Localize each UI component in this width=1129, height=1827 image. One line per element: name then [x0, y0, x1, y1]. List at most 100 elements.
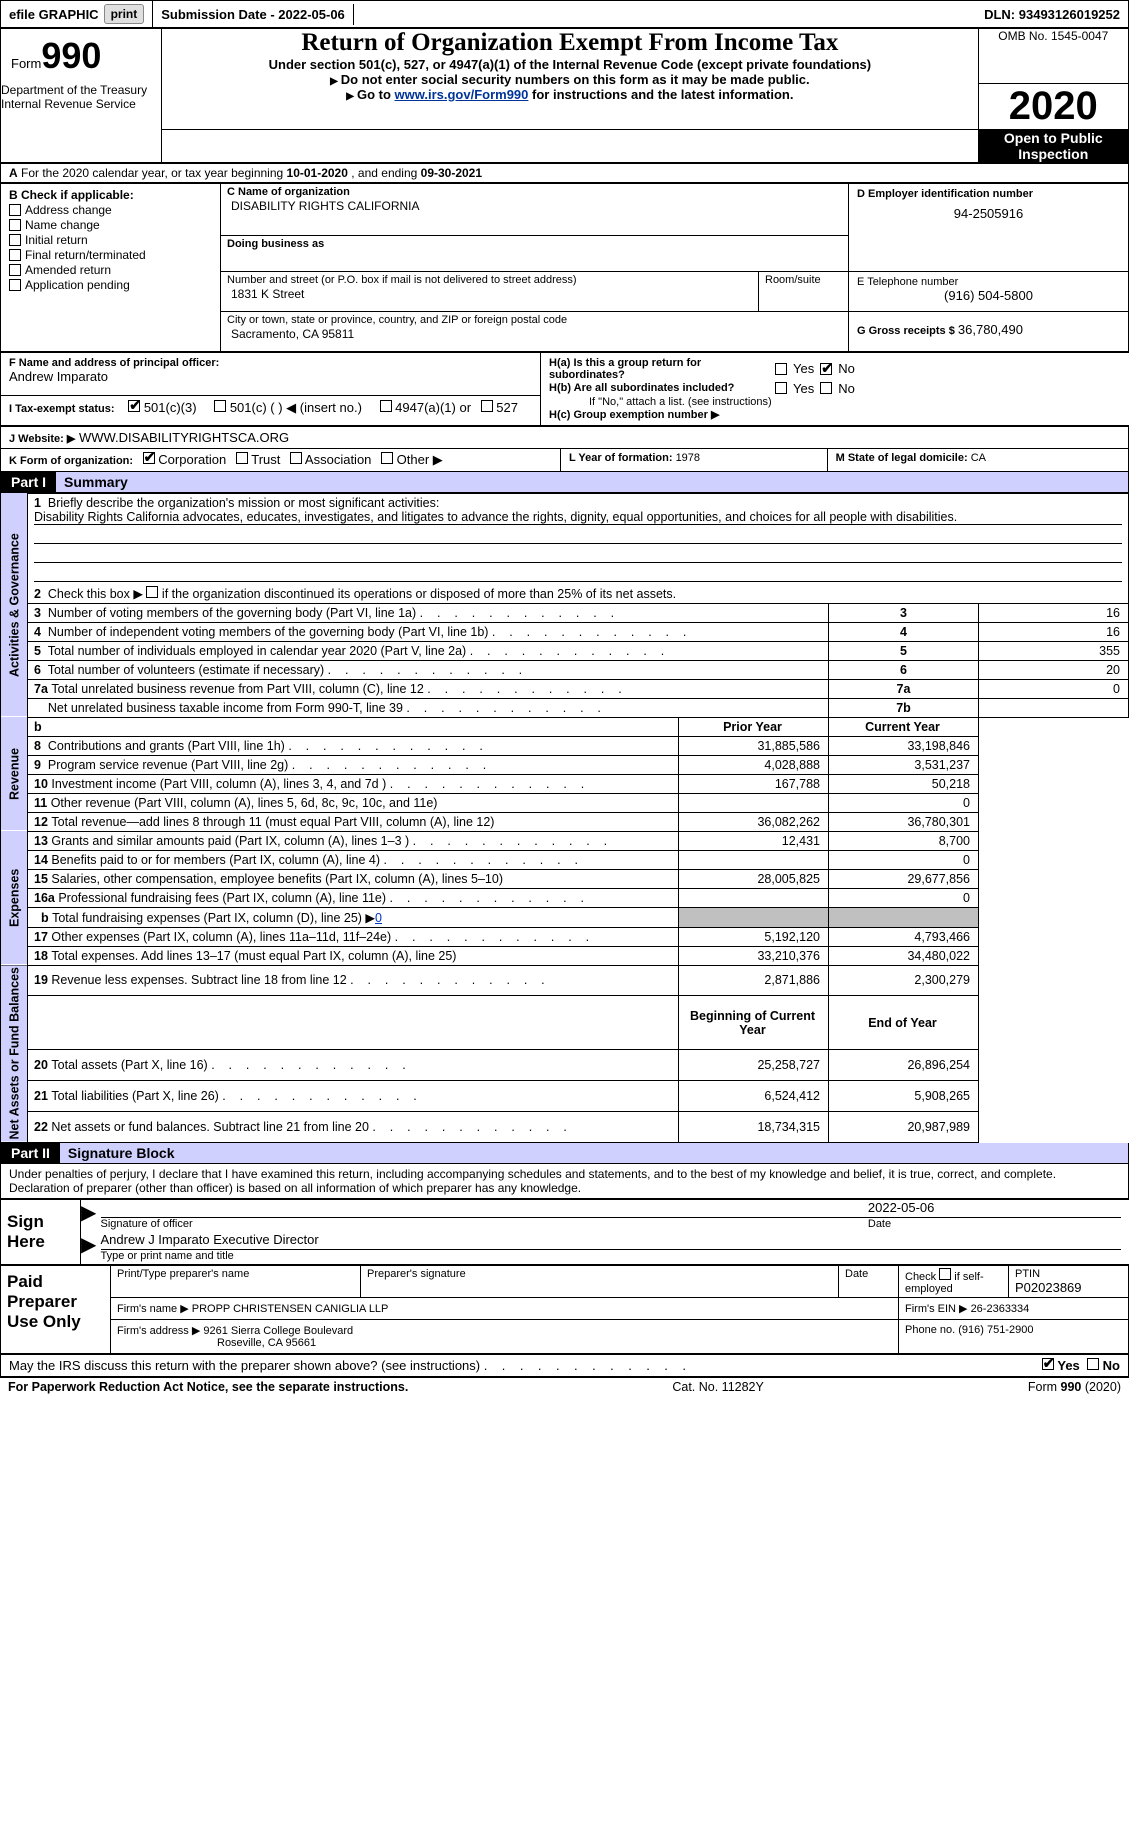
hb-yes-checkbox[interactable] — [775, 382, 787, 394]
current-year-header: Current Year — [829, 717, 979, 736]
name-caret-icon: ▶ — [81, 1234, 96, 1256]
paid-preparer-block: Paid Preparer Use Only Print/Type prepar… — [0, 1265, 1129, 1354]
dln: DLN: 93493126019252 — [976, 4, 1128, 25]
hb-label: H(b) Are all subordinates included? — [549, 382, 769, 394]
501c-checkbox[interactable] — [214, 400, 226, 412]
dba-value — [227, 250, 842, 252]
527-checkbox[interactable] — [481, 400, 493, 412]
part1-title: Summary — [56, 472, 1128, 492]
officer-signature-line[interactable] — [101, 1200, 860, 1218]
line6-value: 20 — [979, 660, 1129, 679]
form-header: Form990 Return of Organization Exempt Fr… — [0, 28, 1129, 163]
line4-value: 16 — [979, 622, 1129, 641]
part2-label: Part II — [1, 1143, 60, 1163]
room-label: Room/suite — [765, 274, 842, 286]
officer-name: Andrew Imparato — [9, 369, 532, 384]
discuss-no-checkbox[interactable] — [1087, 1358, 1099, 1370]
initial-return-checkbox[interactable] — [9, 234, 21, 246]
line6-text: Total number of volunteers (estimate if … — [48, 663, 325, 677]
submission-label: Submission Date - — [161, 7, 278, 22]
hc-label: H(c) Group exemption number ▶ — [549, 408, 1121, 421]
line1-label: Briefly describe the organization's miss… — [48, 496, 439, 510]
preparer-name-label: Print/Type preparer's name — [117, 1268, 354, 1280]
date-label: Date — [860, 1218, 1121, 1230]
website-value: WWW.DISABILITYRIGHTSCA.ORG — [79, 430, 289, 445]
name-change-checkbox[interactable] — [9, 219, 21, 231]
part2-header: Part II Signature Block — [0, 1143, 1129, 1164]
form-subtitle: Under section 501(c), 527, or 4947(a)(1)… — [162, 57, 977, 72]
org-name: DISABILITY RIGHTS CALIFORNIA — [227, 198, 842, 214]
line16b-value[interactable]: 0 — [375, 911, 382, 925]
corporation-checkbox[interactable] — [143, 452, 155, 464]
line7a-text: Total unrelated business revenue from Pa… — [51, 682, 423, 696]
year-formation: 1978 — [676, 452, 700, 464]
firm-addr1: 9261 Sierra College Boulevard — [203, 1325, 353, 1337]
501c3-checkbox[interactable] — [128, 400, 140, 412]
ein-label: D Employer identification number — [857, 188, 1120, 200]
sign-date: 2022-05-06 — [860, 1200, 1121, 1218]
amended-return-checkbox[interactable] — [9, 264, 21, 276]
hb-no-checkbox[interactable] — [820, 382, 832, 394]
amended-return-label: Amended return — [25, 263, 111, 277]
gross-receipts-label: G Gross receipts $ — [857, 325, 958, 337]
box-b-label: B Check if applicable: — [9, 188, 212, 202]
officer-status: F Name and address of principal officer:… — [0, 352, 1129, 426]
form-label: Form — [11, 56, 41, 71]
tax-exempt-label: I Tax-exempt status: — [9, 403, 115, 415]
paid-preparer-label: Paid Preparer Use Only — [1, 1266, 111, 1354]
form-title: Return of Organization Exempt From Incom… — [162, 29, 977, 57]
address-change-label: Address change — [25, 203, 112, 217]
revenue-label: Revenue — [1, 717, 28, 831]
firm-phone-label: Phone no. — [905, 1324, 958, 1336]
submission-date: Submission Date - 2022-05-06 — [153, 4, 354, 25]
domicile-label: M State of legal domicile: — [836, 452, 971, 464]
net-assets-label: Net Assets or Fund Balances — [1, 965, 28, 1143]
address-change-checkbox[interactable] — [9, 204, 21, 216]
line3-ref: 3 — [829, 603, 979, 622]
department: Department of the Treasury Internal Reve… — [1, 83, 162, 162]
4947-checkbox[interactable] — [380, 400, 392, 412]
trust-checkbox[interactable] — [236, 452, 248, 464]
final-return-checkbox[interactable] — [9, 249, 21, 261]
preparer-date-label: Date — [845, 1268, 892, 1280]
print-button[interactable]: print — [104, 4, 145, 24]
page-footer: For Paperwork Reduction Act Notice, see … — [0, 1377, 1129, 1396]
dln-label: DLN: — [984, 7, 1019, 22]
ha-yes-checkbox[interactable] — [775, 363, 787, 375]
line7b-text: Net unrelated business taxable income fr… — [48, 701, 403, 715]
ha-no-checkbox[interactable] — [820, 363, 832, 375]
street-label: Number and street (or P.O. box if mail i… — [227, 274, 752, 286]
line5-text: Total number of individuals employed in … — [48, 644, 467, 658]
street-value: 1831 K Street — [227, 286, 752, 302]
efile-label: efile GRAPHIC — [9, 7, 99, 22]
begin-year-header: Beginning of Current Year — [679, 996, 829, 1050]
officer-label: F Name and address of principal officer: — [9, 357, 532, 369]
ein-value: 94-2505916 — [857, 200, 1120, 221]
city-label: City or town, state or province, country… — [227, 314, 842, 326]
ha-label: H(a) Is this a group return for subordin… — [549, 357, 769, 381]
ptin-value: P02023869 — [1015, 1280, 1122, 1295]
form-number-cell: Form990 — [1, 29, 161, 83]
end-year-header: End of Year — [829, 996, 979, 1050]
other-org-checkbox[interactable] — [381, 452, 393, 464]
firm-phone: (916) 751-2900 — [958, 1324, 1033, 1336]
form-reference: Form 990 (2020) — [1028, 1380, 1121, 1394]
dln-value: 93493126019252 — [1019, 7, 1120, 22]
instructions-link[interactable]: www.irs.gov/Form990 — [395, 87, 529, 102]
city-value: Sacramento, CA 95811 — [227, 326, 842, 342]
name-change-label: Name change — [25, 218, 100, 232]
line2-text: Check this box ▶ if the organization dis… — [48, 587, 676, 601]
website-formation: J Website: ▶ WWW.DISABILITYRIGHTSCA.ORG … — [0, 426, 1129, 472]
association-checkbox[interactable] — [290, 452, 302, 464]
self-employed-checkbox[interactable] — [939, 1268, 951, 1280]
line3-value: 16 — [979, 603, 1129, 622]
application-pending-checkbox[interactable] — [9, 279, 21, 291]
discuss-yes-checkbox[interactable] — [1042, 1358, 1054, 1370]
form-org-label: K Form of organization: — [9, 455, 133, 467]
discuss-row: May the IRS discuss this return with the… — [0, 1354, 1129, 1377]
line7a-value: 0 — [979, 679, 1129, 698]
phone-label: E Telephone number — [857, 276, 1120, 288]
submission-value: 2022-05-06 — [278, 7, 345, 22]
line2-checkbox[interactable] — [146, 586, 158, 598]
tax-year: 2020 — [978, 83, 1128, 129]
